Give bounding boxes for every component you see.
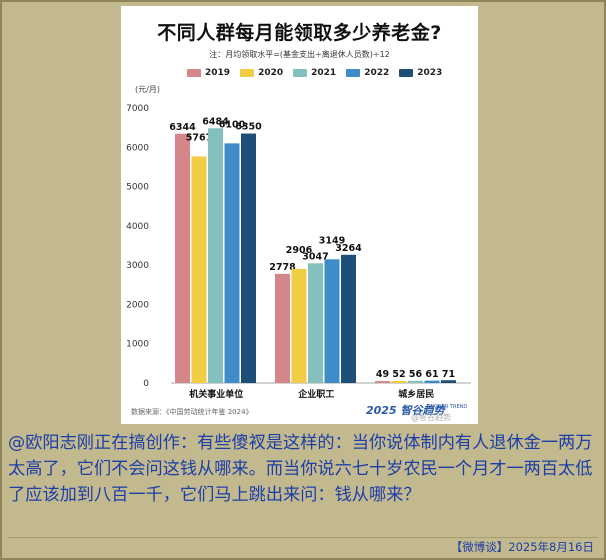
data-label: 6350 (235, 122, 262, 133)
legend-item-2022: 2022 (346, 68, 389, 78)
bar-企业职工-2019 (275, 273, 290, 383)
footer-divider (8, 537, 598, 538)
legend-label: 2020 (258, 68, 284, 78)
bar-机关事业单位-2023 (241, 133, 256, 383)
legend-item-2020: 2020 (240, 68, 283, 78)
bar-城乡居民-2023 (441, 380, 456, 383)
legend-swatch (346, 69, 361, 77)
y-tick-label: 3000 (126, 261, 149, 271)
bar-机关事业单位-2020 (191, 156, 207, 383)
bar-企业职工-2021 (308, 263, 323, 383)
y-tick-label: 0 (143, 379, 149, 389)
data-label: 71 (442, 369, 455, 380)
bar-机关事业单位-2022 (224, 143, 240, 383)
legend-swatch (293, 69, 308, 77)
bar-城乡居民-2022 (424, 380, 440, 383)
bar-机关事业单位-2019 (175, 133, 190, 383)
legend-label: 2019 (205, 68, 231, 78)
data-label: 3047 (302, 251, 328, 262)
y-tick-label: 4000 (126, 222, 149, 232)
data-source: 数据来源：《中国劳动统计年鉴 2024》 (131, 408, 253, 416)
x-category-label: 企业职工 (297, 388, 334, 400)
bar-企业职工-2020 (291, 268, 307, 383)
chart-title: 不同人群每月能领取多少养老金? (157, 22, 442, 44)
legend-swatch (399, 69, 414, 77)
y-tick-label: 5000 (126, 183, 149, 193)
data-label: 52 (392, 369, 405, 380)
legend-swatch (187, 69, 201, 77)
data-label: 6344 (169, 122, 196, 133)
data-label: 49 (376, 369, 389, 380)
legend-label: 2021 (311, 68, 337, 78)
y-tick-label: 2000 (126, 300, 149, 310)
brand-subtitle: TRIGGER TREND (426, 404, 468, 410)
y-tick-label: 1000 (126, 340, 149, 350)
y-tick-label: 6000 (126, 143, 149, 153)
bar-企业职工-2022 (324, 259, 340, 383)
chart-legend: 2019 2020 2021 2022 2023 (187, 66, 442, 80)
data-label: 3264 (335, 243, 362, 254)
x-category-label: 城乡居民 (398, 388, 434, 400)
bar-企业职工-2023 (341, 254, 356, 383)
legend-item-2021: 2021 (293, 68, 336, 78)
y-axis-unit: (元/月) (135, 85, 160, 94)
bar-城乡居民-2021 (408, 380, 423, 383)
legend-label: 2022 (364, 68, 390, 78)
data-label: 6484 (202, 116, 229, 127)
y-tick-label: 7000 (126, 104, 149, 114)
watermark: @智谷趋势 (411, 413, 451, 422)
post-text: @欧阳志刚正在搞创作：有些傻衩是这样的：当你说体制内有人退休金一两万太高了，它们… (8, 433, 593, 505)
data-label: 6100 (219, 119, 246, 130)
data-label: 61 (425, 369, 438, 380)
data-label: 3149 (319, 235, 345, 246)
bar-城乡居民-2020 (391, 380, 407, 383)
brand-logo: 2025 智谷趋势 (366, 404, 445, 417)
legend-label: 2023 (417, 68, 443, 78)
legend-item-2023: 2023 (399, 68, 442, 78)
data-label: 56 (409, 369, 423, 380)
legend-item-2019: 2019 (187, 68, 230, 78)
data-label: 5767 (186, 132, 212, 143)
bar-城乡居民-2019 (375, 381, 390, 383)
chart-card: 不同人群每月能领取多少养老金? 注：月均领取水平=(基金支出÷离退休人员数)÷1… (121, 6, 478, 424)
data-label: 2778 (269, 262, 296, 273)
chart-note: 注：月均领取水平=(基金支出÷离退休人员数)÷12 (209, 50, 390, 59)
post-footer: 【微博谈】2025年8月16日 (450, 540, 594, 554)
bar-机关事业单位-2021 (208, 128, 223, 383)
x-category-label: 机关事业单位 (189, 388, 243, 400)
legend-swatch (240, 69, 255, 77)
data-label: 2906 (286, 245, 313, 256)
